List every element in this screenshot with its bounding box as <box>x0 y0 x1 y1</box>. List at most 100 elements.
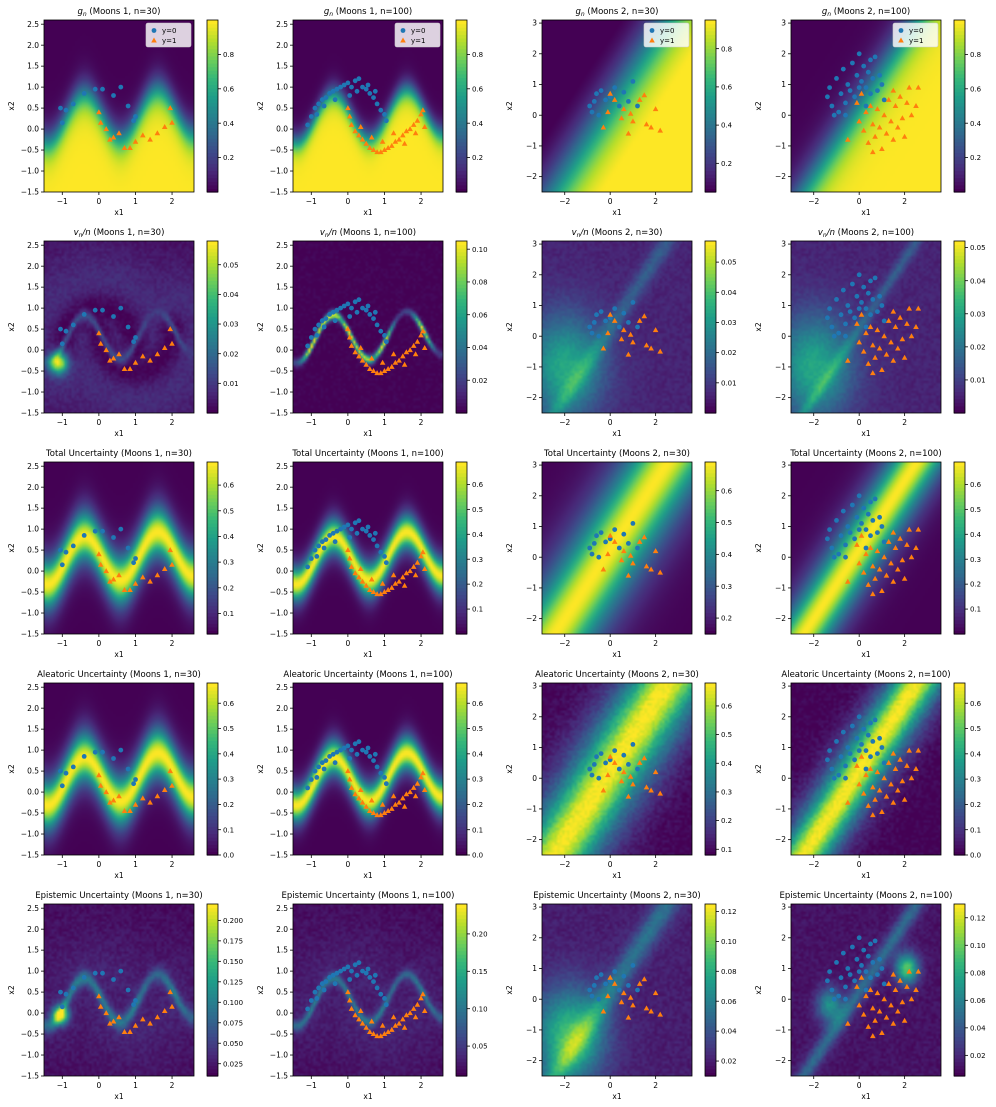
colorbar-segment <box>207 558 218 563</box>
point-class-0 <box>612 527 618 532</box>
point-class-1 <box>881 554 887 560</box>
colorbar-segment <box>705 127 716 132</box>
subplot-title: Epistemic Uncertainty (Moons 1, n=30) <box>35 891 203 901</box>
colorbar-segment <box>954 630 965 635</box>
colorbar-segment <box>456 319 467 325</box>
colorbar-segment <box>456 166 467 172</box>
colorbar-segment <box>705 248 716 253</box>
colorbar-segment <box>954 548 965 553</box>
colorbar-segment <box>705 515 716 520</box>
point-class-1 <box>389 363 395 369</box>
colorbar-segment <box>456 1058 467 1063</box>
colorbar-segment <box>456 608 467 614</box>
colorbar-segment <box>207 776 218 781</box>
x-axis-label: x1 <box>612 429 621 438</box>
x-tick-label: 0 <box>96 1081 101 1090</box>
colorbar-segment <box>954 726 965 731</box>
point-class-1 <box>630 339 636 345</box>
colorbar-segment <box>207 826 218 831</box>
point-class-1 <box>132 138 139 144</box>
point-class-1 <box>856 560 862 566</box>
heatmap-image <box>44 462 194 634</box>
colorbar-segment <box>207 1047 218 1052</box>
colorbar-segment <box>207 551 218 556</box>
point-class-0 <box>865 511 871 517</box>
point-class-1 <box>363 361 369 367</box>
colorbar-tick-label: 0.6 <box>472 481 484 489</box>
point-class-1 <box>374 591 380 597</box>
colorbar-segment <box>456 501 467 506</box>
colorbar-segment <box>954 159 965 164</box>
point-class-1 <box>420 770 426 776</box>
point-class-0 <box>630 963 636 968</box>
point-class-0 <box>327 754 332 759</box>
colorbar-segment <box>954 145 965 150</box>
point-class-0 <box>863 748 869 753</box>
point-class-0 <box>92 749 98 755</box>
x-axis-label: x1 <box>114 429 123 438</box>
colorbar-segment <box>456 255 467 260</box>
colorbar-tick-label: 0.3 <box>721 789 732 797</box>
y-tick-label: 2.5 <box>276 904 288 913</box>
colorbar-segment <box>954 163 965 168</box>
point-class-1 <box>356 795 362 801</box>
point-class-1 <box>858 90 865 96</box>
x-axis-label: x1 <box>861 871 870 880</box>
colorbar-segment <box>705 580 716 585</box>
colorbar-segment <box>705 844 716 849</box>
y-axis-label: x2 <box>7 101 16 110</box>
colorbar-tick-label: 0.3 <box>721 583 732 591</box>
point-class-0 <box>626 99 631 104</box>
point-class-0 <box>834 297 839 302</box>
point-class-1 <box>860 127 867 133</box>
point-class-0 <box>856 527 862 532</box>
point-class-1 <box>127 808 133 813</box>
y-tick-label: 3 <box>781 461 786 470</box>
colorbar-tick-label: 0.050 <box>223 1040 243 1048</box>
colorbar-segment <box>207 159 218 164</box>
point-class-0 <box>111 314 116 319</box>
colorbar-segment <box>207 986 218 991</box>
point-class-0 <box>603 539 608 545</box>
point-class-1 <box>363 803 369 809</box>
x-axis-label: x1 <box>612 1092 621 1101</box>
point-class-1 <box>643 784 650 790</box>
colorbar-segment <box>705 163 716 168</box>
colorbar-segment <box>954 258 965 264</box>
point-class-1 <box>872 354 878 360</box>
colorbar-tick-label: 0.0 <box>472 852 483 860</box>
colorbar-segment <box>705 109 716 114</box>
point-class-0 <box>850 281 855 287</box>
colorbar-tick-label: 0.4 <box>970 120 982 128</box>
colorbar: 0.20.40.60.8 <box>953 19 982 193</box>
point-class-1 <box>110 355 117 361</box>
colorbar-segment <box>954 391 965 396</box>
point-class-1 <box>403 128 410 134</box>
y-axis-label: x2 <box>7 985 16 994</box>
legend-box <box>643 22 690 48</box>
y-tick-label: 2.0 <box>276 925 288 934</box>
y-tick-label: 1.5 <box>27 946 39 955</box>
colorbar-segment <box>207 248 218 253</box>
colorbar-segment <box>456 380 467 385</box>
point-class-1 <box>892 545 899 550</box>
colorbar-segment <box>705 751 716 756</box>
x-tick-label: 0 <box>96 418 101 427</box>
point-class-1 <box>863 772 869 778</box>
point-class-1 <box>121 145 128 150</box>
point-class-1 <box>652 106 659 112</box>
axes-frame <box>541 461 693 635</box>
point-class-1 <box>107 799 113 805</box>
scatter-points <box>305 297 428 376</box>
y-tick-label: 1 <box>532 301 537 310</box>
point-class-0 <box>334 307 340 313</box>
point-class-1 <box>888 560 894 566</box>
colorbar-segment <box>207 929 218 934</box>
colorbar-segment <box>705 722 716 727</box>
point-class-1 <box>385 366 391 371</box>
point-class-0 <box>831 554 837 560</box>
y-tick-label: 2 <box>532 49 537 58</box>
x-tick-label: 0 <box>608 197 613 206</box>
y-tick-label: −0.5 <box>21 809 39 818</box>
point-class-1 <box>367 145 373 150</box>
